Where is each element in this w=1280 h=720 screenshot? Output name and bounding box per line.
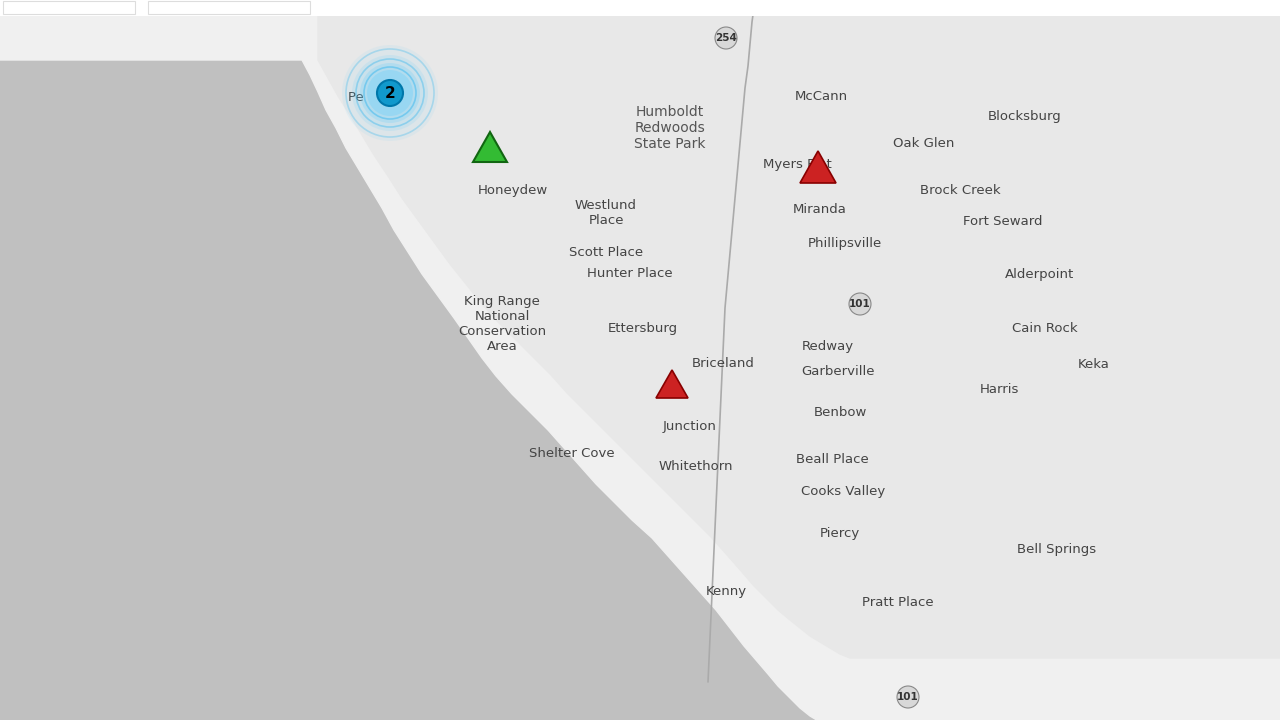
Text: Bell Springs: Bell Springs <box>1018 543 1096 556</box>
Text: Scott Place: Scott Place <box>568 246 643 259</box>
Circle shape <box>716 27 737 49</box>
Text: Benbow: Benbow <box>813 406 867 419</box>
Bar <box>3 1 134 14</box>
Text: McCann: McCann <box>795 90 849 103</box>
Circle shape <box>360 63 420 123</box>
Text: Kenny: Kenny <box>705 585 746 598</box>
Text: Whitethorn: Whitethorn <box>659 460 733 473</box>
Text: Ettersburg: Ettersburg <box>608 322 678 335</box>
Text: Myers Flat: Myers Flat <box>763 158 832 171</box>
Text: Redway: Redway <box>803 340 854 353</box>
Text: Blocksburg: Blocksburg <box>988 110 1061 123</box>
Text: Keka: Keka <box>1078 358 1110 371</box>
Circle shape <box>378 80 403 106</box>
Text: Miranda: Miranda <box>794 203 847 216</box>
Text: Brock Creek: Brock Creek <box>920 184 1001 197</box>
Text: 254: 254 <box>716 33 737 43</box>
Text: King Range
National
Conservation
Area: King Range National Conservation Area <box>458 295 547 353</box>
Polygon shape <box>657 370 689 398</box>
Text: Fort Seward: Fort Seward <box>963 215 1042 228</box>
Text: Cooks Valley: Cooks Valley <box>801 485 886 498</box>
Text: Piercy: Piercy <box>820 527 860 540</box>
Text: Shelter Cove: Shelter Cove <box>529 447 614 460</box>
Circle shape <box>897 686 919 708</box>
Text: Briceland: Briceland <box>691 357 754 370</box>
Text: 101: 101 <box>897 692 919 702</box>
Text: Westlund
Place: Westlund Place <box>575 199 637 227</box>
Text: Beall Place: Beall Place <box>796 453 868 466</box>
Circle shape <box>849 293 870 315</box>
Text: Garberville: Garberville <box>801 365 874 378</box>
Bar <box>148 1 310 14</box>
Text: Harris: Harris <box>980 383 1019 396</box>
Polygon shape <box>800 151 836 183</box>
Text: 2: 2 <box>384 86 396 101</box>
Text: Alderpoint: Alderpoint <box>1005 268 1074 281</box>
Text: Oak Glen: Oak Glen <box>893 137 955 150</box>
Polygon shape <box>474 132 507 162</box>
Text: Hunter Place: Hunter Place <box>588 267 673 280</box>
Bar <box>0 0 1280 16</box>
Text: 101: 101 <box>849 299 870 309</box>
Circle shape <box>342 45 438 141</box>
Text: Pe    a: Pe a <box>348 91 388 104</box>
Text: Junction: Junction <box>663 420 717 433</box>
Text: Honeydew: Honeydew <box>477 184 548 197</box>
Text: Phillipsville: Phillipsville <box>808 237 882 250</box>
Text: Pratt Place: Pratt Place <box>863 596 934 609</box>
Polygon shape <box>317 0 1280 658</box>
Circle shape <box>352 55 428 131</box>
Circle shape <box>367 70 413 116</box>
Text: Humboldt
Redwoods
State Park: Humboldt Redwoods State Park <box>635 105 705 151</box>
Text: Cain Rock: Cain Rock <box>1012 322 1078 335</box>
